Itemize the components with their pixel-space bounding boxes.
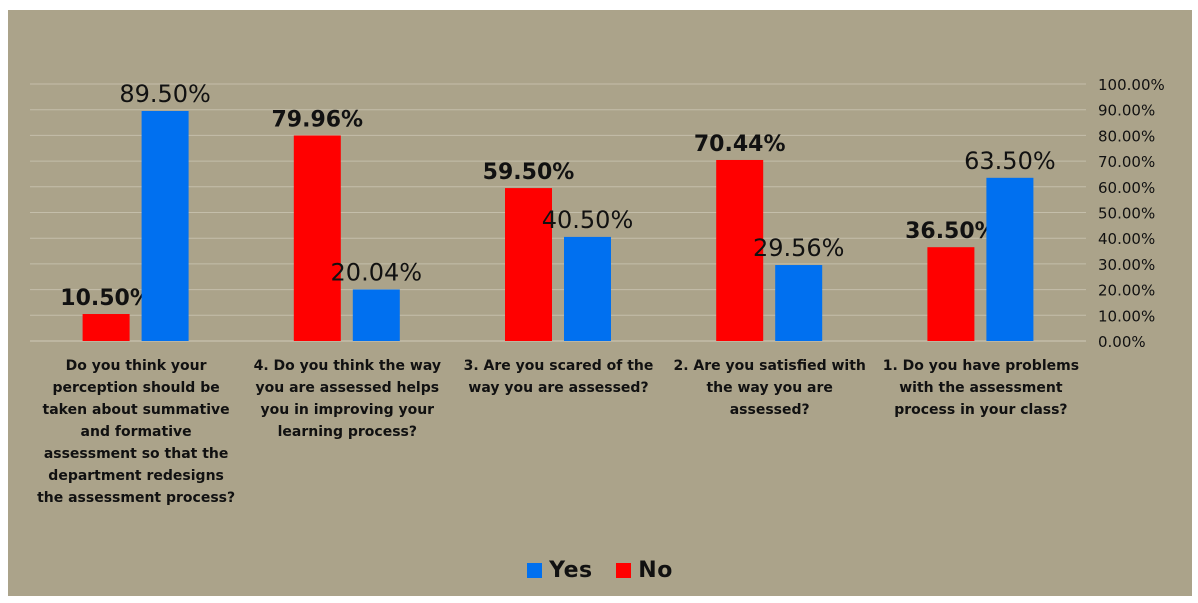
data-label-no: 70.44% (694, 132, 786, 157)
bar-no (716, 159, 764, 341)
legend-item-no: No (616, 558, 673, 583)
y-tick-label: 70.00% (1098, 153, 1155, 171)
legend-swatch-yes (527, 563, 543, 578)
legend-swatch-no (616, 563, 632, 578)
y-tick-label: 60.00% (1098, 179, 1155, 197)
bar-yes (775, 265, 823, 341)
bar-yes (564, 236, 611, 341)
y-tick-label: 30.00% (1098, 256, 1155, 274)
category-label: 4. Do you think the way you are assessed… (253, 358, 441, 440)
y-tick-label: 80.00% (1098, 127, 1155, 145)
data-label-yes: 63.50% (964, 147, 1056, 175)
data-label-no: 36.50% (905, 219, 997, 244)
bar-no (927, 247, 975, 341)
y-tick-label: 10.00% (1098, 307, 1155, 325)
y-tick-label: 100.00% (1098, 76, 1165, 94)
bar-yes (141, 110, 189, 341)
y-tick-label: 20.00% (1098, 282, 1155, 300)
chart-legend: Yes No (8, 558, 1192, 584)
y-tick-label: 50.00% (1098, 205, 1155, 223)
data-label-yes: 29.56% (753, 234, 845, 262)
chart-plot: 0.00% 10.00% 20.00% 30.00% 40.00% 50.00% 60.00… (30, 76, 1165, 351)
chart-frame: 0.00% 10.00% 20.00% 30.00% 40.00% 50.00% 60.00… (8, 10, 1192, 596)
bar-no (505, 188, 552, 341)
y-tick-label: 0.00% (1098, 333, 1146, 351)
bar-yes (986, 177, 1034, 341)
bar-yes (352, 289, 400, 341)
category-label: 2. Are you satisfied with the way you ar… (673, 358, 866, 418)
legend-item-yes: Yes (527, 558, 592, 583)
legend-label-no: No (638, 558, 673, 583)
data-label-no: 10.50% (60, 286, 152, 311)
category-label: 3. Are you scared of the way you are ass… (463, 358, 654, 396)
data-label-yes: 89.50% (119, 80, 211, 108)
bar-no (293, 135, 341, 341)
legend-label-yes: Yes (549, 558, 593, 583)
y-tick-label: 90.00% (1098, 102, 1155, 120)
data-label-yes: 20.04% (331, 258, 423, 286)
category-label: Do you think your perception should be t… (37, 358, 236, 506)
data-label-yes: 40.50% (542, 206, 634, 234)
bar-no (82, 314, 130, 341)
data-label-no: 79.96% (271, 108, 363, 133)
y-tick-label: 40.00% (1098, 230, 1155, 248)
data-label-no: 59.50% (483, 160, 575, 185)
category-label: 1. Do you have problems with the assessm… (882, 358, 1080, 418)
